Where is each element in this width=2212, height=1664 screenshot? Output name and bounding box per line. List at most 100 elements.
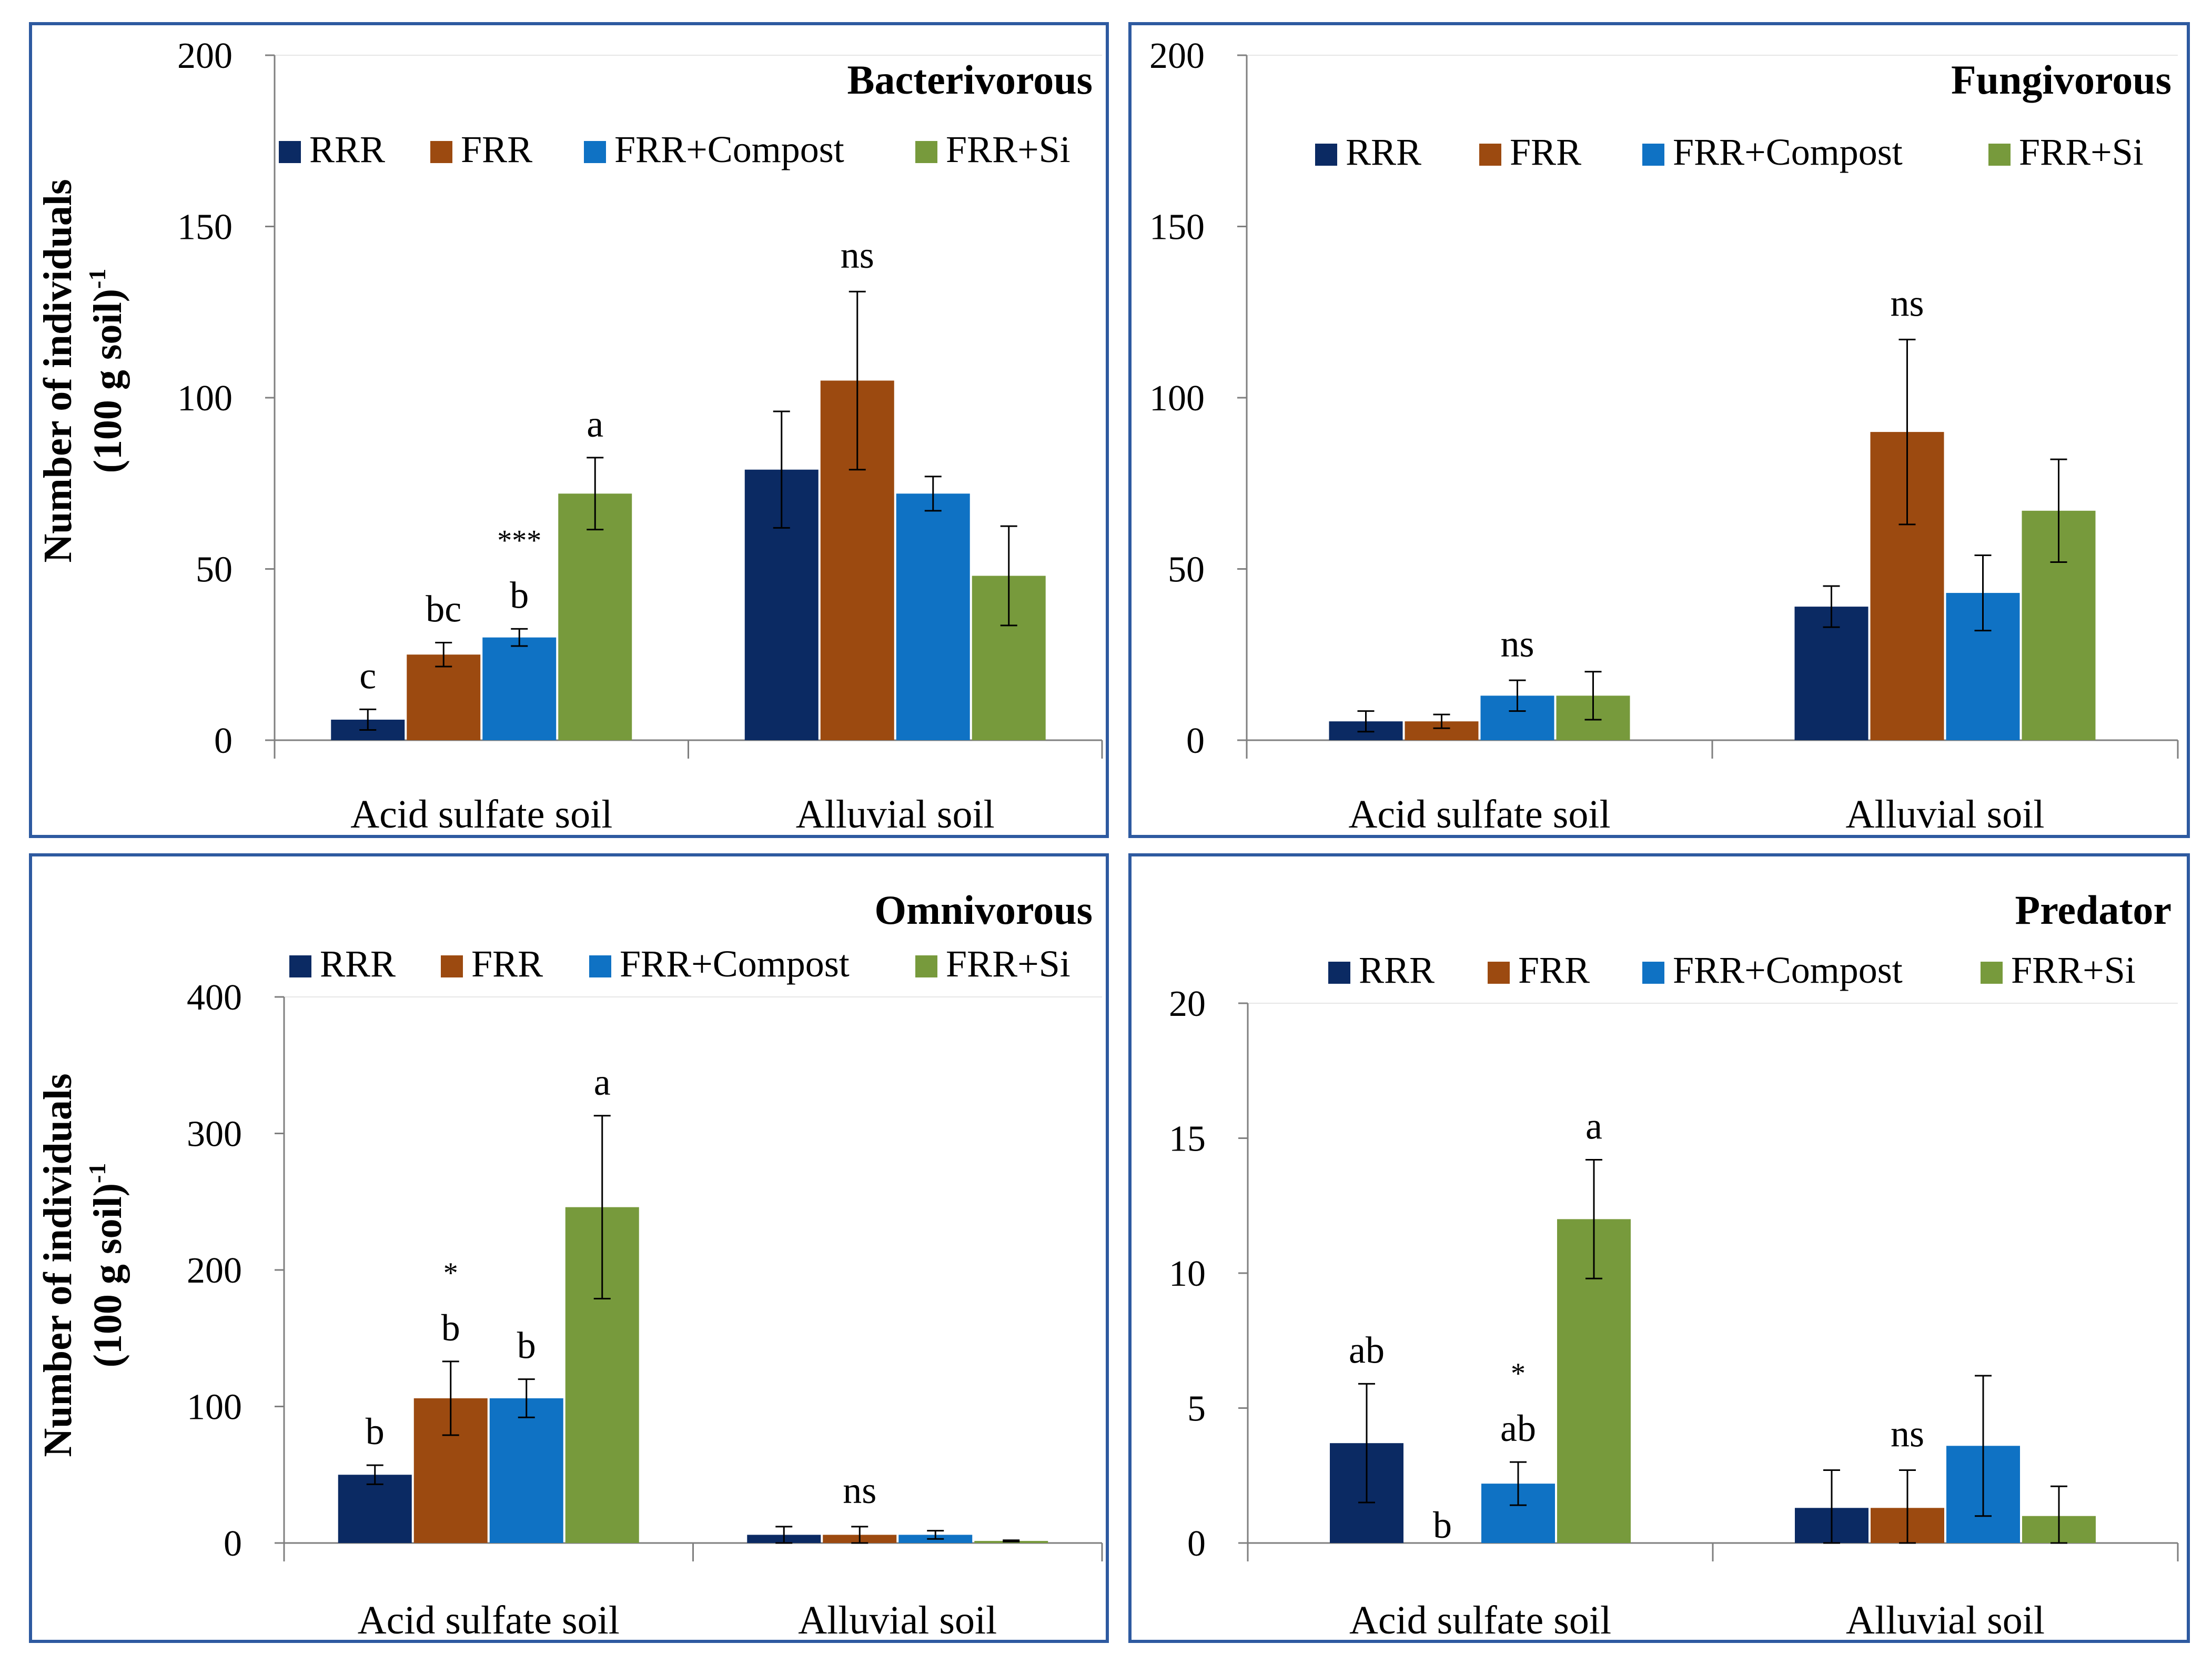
ns-label: ns — [1500, 623, 1534, 665]
ns-label: ns — [841, 234, 874, 276]
y-axis-label-line2: (100 g soil)-1 — [84, 269, 130, 473]
legend-swatch-rrr — [1315, 144, 1337, 166]
legend-swatch-frr-compost — [589, 955, 611, 977]
y-tick-label: 300 — [187, 1114, 242, 1155]
bar-frr-compost-acid-sulfate-soil — [489, 1398, 563, 1543]
legend-label-rrr: RRR — [320, 943, 396, 985]
significance-asterisk: * — [443, 1257, 458, 1289]
legend: RRR FRR FRR+Compost FRR+Si — [279, 128, 1070, 170]
legend-label-frr-si: FRR+Si — [2011, 949, 2136, 991]
bar-frr-acid-sulfate-soil — [407, 654, 481, 740]
legend-label-frr-compost: FRR+Compost — [1673, 949, 1903, 991]
legend-label-frr-si: FRR+Si — [946, 943, 1070, 985]
legend-swatch-frr — [430, 141, 452, 163]
y-axis-label-line1: Number of individuals — [36, 1073, 80, 1457]
y-tick-label: 50 — [1168, 550, 1205, 590]
ns-label: ns — [1891, 1413, 1924, 1455]
legend-label-frr-si: FRR+Si — [2019, 131, 2144, 173]
y-tick-label: 15 — [1169, 1119, 1206, 1159]
legend: RRR FRR FRR+Compost FRR+Si — [1328, 949, 2136, 991]
legend-label-frr: FRR — [461, 128, 532, 170]
significance-letter: a — [1585, 1105, 1602, 1147]
y-tick-label: 10 — [1169, 1254, 1206, 1294]
panel-bacterivorous: 0 50 100 150 200 Acid sulfate soil Alluvial so… — [29, 22, 1109, 838]
y-tick-label: 200 — [187, 1250, 242, 1291]
panel-frame — [1128, 853, 2190, 1643]
x-category-label: Alluvial soil — [1846, 1598, 2045, 1642]
x-category-label: Acid sulfate soil — [1348, 792, 1610, 836]
significance-asterisk: * — [1511, 1357, 1526, 1390]
x-category-label: Alluvial soil — [798, 1598, 997, 1642]
legend-swatch-frr-compost — [584, 141, 606, 163]
panel-fungivorous: 0 50 100 150 200 Acid sulfate soil Alluvial so… — [1128, 22, 2190, 838]
y-tick-label: 200 — [177, 36, 233, 76]
legend-swatch-rrr — [279, 141, 301, 163]
y-tick-label: 400 — [187, 977, 242, 1018]
y-tick-label: 100 — [1149, 378, 1205, 419]
y-tick-label: 0 — [214, 721, 233, 761]
significance-letter: b — [366, 1410, 385, 1453]
legend-label-frr-compost: FRR+Compost — [614, 128, 844, 170]
y-axis-label-line2: (100 g soil)-1 — [84, 1163, 130, 1368]
legend-label-frr: FRR — [471, 943, 543, 985]
y-tick-label: 0 — [1186, 721, 1205, 761]
legend: RRR FRR FRR+Compost FRR+Si — [1315, 131, 2144, 173]
legend-label-frr: FRR — [1510, 131, 1581, 173]
legend-swatch-frr-si — [915, 955, 937, 977]
legend-label-frr-si: FRR+Si — [946, 128, 1070, 170]
x-category-label: Acid sulfate soil — [1349, 1598, 1611, 1642]
legend-label-rrr: RRR — [1359, 949, 1435, 991]
bar-rrr-alluvial-soil — [1794, 607, 1868, 740]
significance-letter: ab — [1349, 1329, 1385, 1371]
bar-frr-si-acid-sulfate-soil — [558, 493, 632, 740]
y-tick-label: 150 — [1149, 207, 1205, 248]
y-tick-label: 200 — [1149, 36, 1205, 76]
legend-swatch-frr-si — [1988, 144, 2011, 166]
y-tick-label: 50 — [196, 550, 233, 590]
y-tick-label: 100 — [187, 1387, 242, 1428]
y-axis-label-line1: Number of individuals — [36, 179, 80, 562]
significance-letter: b — [1433, 1504, 1452, 1546]
significance-letter: a — [587, 403, 603, 445]
legend-label-rrr: RRR — [309, 128, 385, 170]
panel-frame — [29, 22, 1109, 838]
panel-title: Bacterivorous — [847, 57, 1093, 103]
legend-swatch-frr — [1488, 962, 1510, 984]
legend-swatch-frr-si — [915, 141, 937, 163]
x-category-label: Acid sulfate soil — [358, 1598, 620, 1642]
significance-asterisk: *** — [497, 524, 541, 557]
significance-letter: ab — [1500, 1407, 1536, 1449]
bar-frr-compost-acid-sulfate-soil — [482, 637, 557, 740]
legend-swatch-rrr — [289, 955, 311, 977]
x-category-label: Acid sulfate soil — [350, 792, 612, 836]
panel-omnivorous: 0 100 200 300 400 Acid sulfate soil Alluvial s… — [29, 853, 1109, 1643]
legend-swatch-frr — [441, 955, 463, 977]
legend-label-frr-compost: FRR+Compost — [1673, 131, 1903, 173]
y-tick-label: 5 — [1187, 1389, 1206, 1429]
panel-frame — [1128, 22, 2190, 838]
legend-swatch-rrr — [1328, 962, 1350, 984]
legend: RRR FRR FRR+Compost FRR+Si — [289, 943, 1070, 985]
x-category-label: Alluvial soil — [1846, 792, 2045, 836]
significance-letter: b — [517, 1325, 536, 1367]
legend-swatch-frr-si — [1981, 962, 2003, 984]
significance-letter: bc — [426, 588, 461, 630]
legend-label-rrr: RRR — [1346, 131, 1421, 173]
x-category-label: Alluvial soil — [796, 792, 995, 836]
significance-letter: c — [359, 654, 376, 697]
legend-label-frr-compost: FRR+Compost — [620, 943, 850, 985]
y-tick-label: 0 — [224, 1524, 242, 1564]
bar-frr-compost-alluvial-soil — [896, 493, 970, 740]
y-tick-label: 150 — [177, 207, 233, 248]
significance-letter: b — [441, 1307, 460, 1349]
y-tick-label: 100 — [177, 378, 233, 419]
panel-title: Predator — [2015, 887, 2171, 933]
panel-frame — [29, 853, 1109, 1643]
legend-swatch-frr — [1479, 144, 1501, 166]
y-tick-label: 0 — [1187, 1524, 1206, 1564]
bar-rrr-acid-sulfate-soil — [338, 1475, 412, 1543]
legend-swatch-frr-compost — [1642, 962, 1664, 984]
ns-label: ns — [843, 1469, 876, 1511]
